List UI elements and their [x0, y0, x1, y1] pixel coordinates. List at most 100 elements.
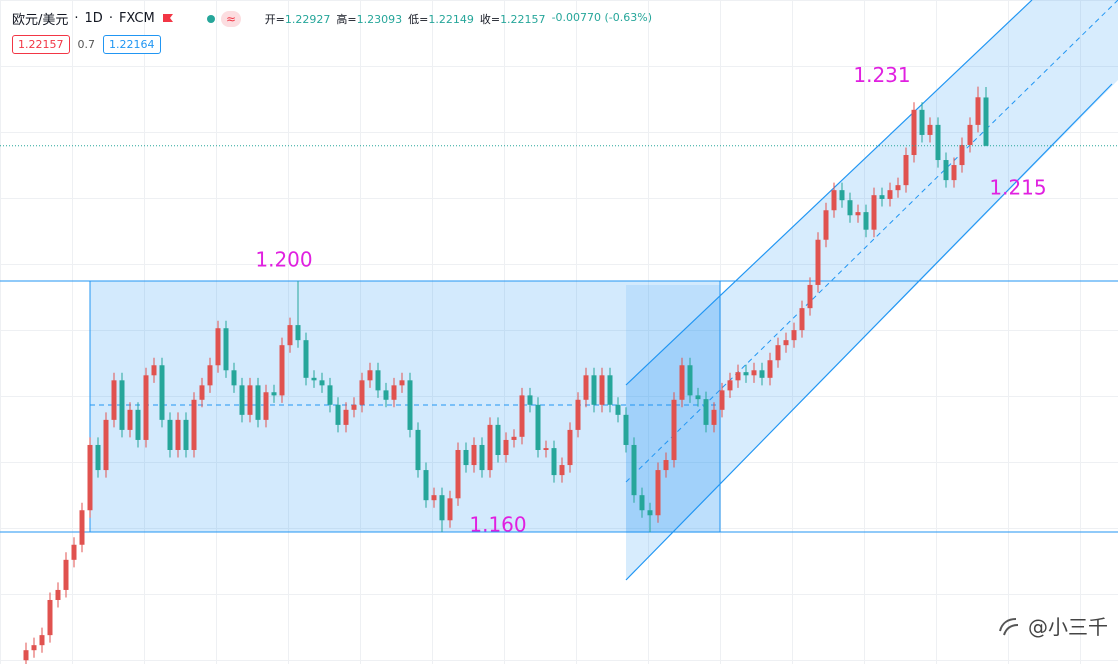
candle-body: [359, 380, 365, 405]
candle-body: [471, 444, 477, 466]
candle-body: [423, 470, 429, 501]
candle-body: [327, 385, 333, 405]
symbol-header: 欧元/美元 · 1D · FXCM ≈ 开=1.22927 高=1.23093 低=1.…: [12, 9, 652, 28]
candle-body: [55, 589, 61, 600]
ohlc-value: 1.23093: [356, 12, 403, 26]
sell-price[interactable]: 1.22157: [12, 35, 70, 54]
candle-body: [911, 109, 917, 156]
buy-price[interactable]: 1.22164: [103, 35, 161, 54]
candle-body: [447, 498, 453, 521]
candle-body: [559, 465, 565, 476]
candle-body: [791, 330, 797, 341]
ohlc-label: 低=: [408, 12, 429, 26]
watermark-text: @小三千: [1028, 615, 1108, 639]
candle-body: [695, 395, 701, 400]
candle-body: [663, 460, 669, 471]
source: FXCM: [118, 11, 155, 26]
candle-body: [743, 372, 749, 376]
candles: [23, 86, 989, 664]
channel-mid: [625, 0, 1118, 483]
candle-body: [487, 424, 493, 471]
candle-body: [959, 144, 965, 166]
candle-body: [79, 510, 85, 545]
candle-body: [895, 185, 901, 191]
candle-body: [983, 97, 989, 146]
ohlc-label: 开=: [264, 12, 285, 26]
candle-body: [975, 97, 981, 125]
candle-body: [711, 409, 717, 425]
candle-body: [407, 380, 413, 430]
candle-body: [159, 365, 165, 420]
channel-upper: [625, 0, 1033, 386]
candle-body: [815, 239, 821, 285]
candle-body: [415, 429, 421, 471]
spread: 0.7: [77, 38, 96, 51]
candle-body: [807, 284, 813, 309]
candle-body: [95, 444, 101, 471]
candle-body: [919, 109, 925, 135]
candle-body: [575, 399, 581, 430]
candle-body: [855, 212, 861, 216]
candle-body: [375, 370, 381, 391]
candle-body: [175, 419, 181, 450]
interval[interactable]: 1D: [84, 11, 103, 26]
candle-body: [591, 375, 597, 405]
ohlc-value: 1.22157: [500, 12, 546, 26]
candle-body: [367, 370, 373, 381]
candle-body: [871, 195, 877, 230]
candle-body: [479, 444, 485, 471]
candle-body: [823, 210, 829, 240]
candle-body: [167, 419, 173, 450]
ohlc-label: 高=: [336, 12, 357, 26]
channel: [626, 0, 1118, 580]
candle-body: [879, 195, 885, 199]
price-annotation: 1.215: [989, 176, 1046, 200]
candle-body: [127, 409, 133, 430]
candle-body: [63, 559, 69, 590]
candle-body: [119, 380, 125, 430]
candle-body: [935, 124, 941, 161]
candle-body: [903, 155, 909, 186]
status-icons[interactable]: ≈: [203, 10, 243, 28]
ohlc-item: 高=1.23093: [336, 11, 402, 27]
candle-body: [735, 372, 741, 381]
candle-body: [199, 385, 205, 400]
range-box: [89, 280, 721, 533]
candle-body: [103, 419, 109, 471]
candle-body: [279, 345, 285, 396]
candle-body: [303, 340, 309, 378]
change: -0.00770 (-0.63%): [551, 10, 653, 24]
candle-body: [151, 365, 157, 376]
candle-body: [503, 439, 509, 456]
candle-body: [847, 200, 853, 216]
ohlc-value: 1.22927: [284, 12, 331, 26]
candle-body: [111, 380, 117, 420]
candle-body: [727, 380, 733, 391]
candle-body: [887, 190, 893, 199]
flag-icon[interactable]: [161, 12, 175, 26]
candle-body: [87, 444, 93, 511]
channel-lower: [625, 83, 1113, 581]
candle-body: [23, 650, 29, 661]
candle-body: [47, 599, 53, 636]
candle-body: [767, 360, 773, 378]
candle-body: [383, 390, 389, 400]
ohlc-item: 收=1.22157: [480, 11, 546, 27]
candle-body: [431, 495, 437, 501]
candle-body: [511, 436, 517, 440]
candle-body: [703, 399, 709, 425]
candle-body: [495, 424, 501, 456]
price-annotation: 1.200: [255, 248, 312, 272]
candle-body: [247, 385, 253, 415]
candle-body: [31, 645, 37, 651]
ohlc-item: 低=1.22149: [408, 11, 474, 27]
price-annotation: 1.231: [853, 63, 910, 87]
candle-body: [543, 448, 549, 450]
candle-body: [143, 375, 149, 440]
symbol[interactable]: 欧元/美元: [12, 13, 69, 28]
ohlc-value: 1.22149: [428, 12, 474, 26]
candle-body: [863, 212, 869, 230]
candle-body: [535, 404, 541, 450]
candle-body: [519, 395, 525, 437]
